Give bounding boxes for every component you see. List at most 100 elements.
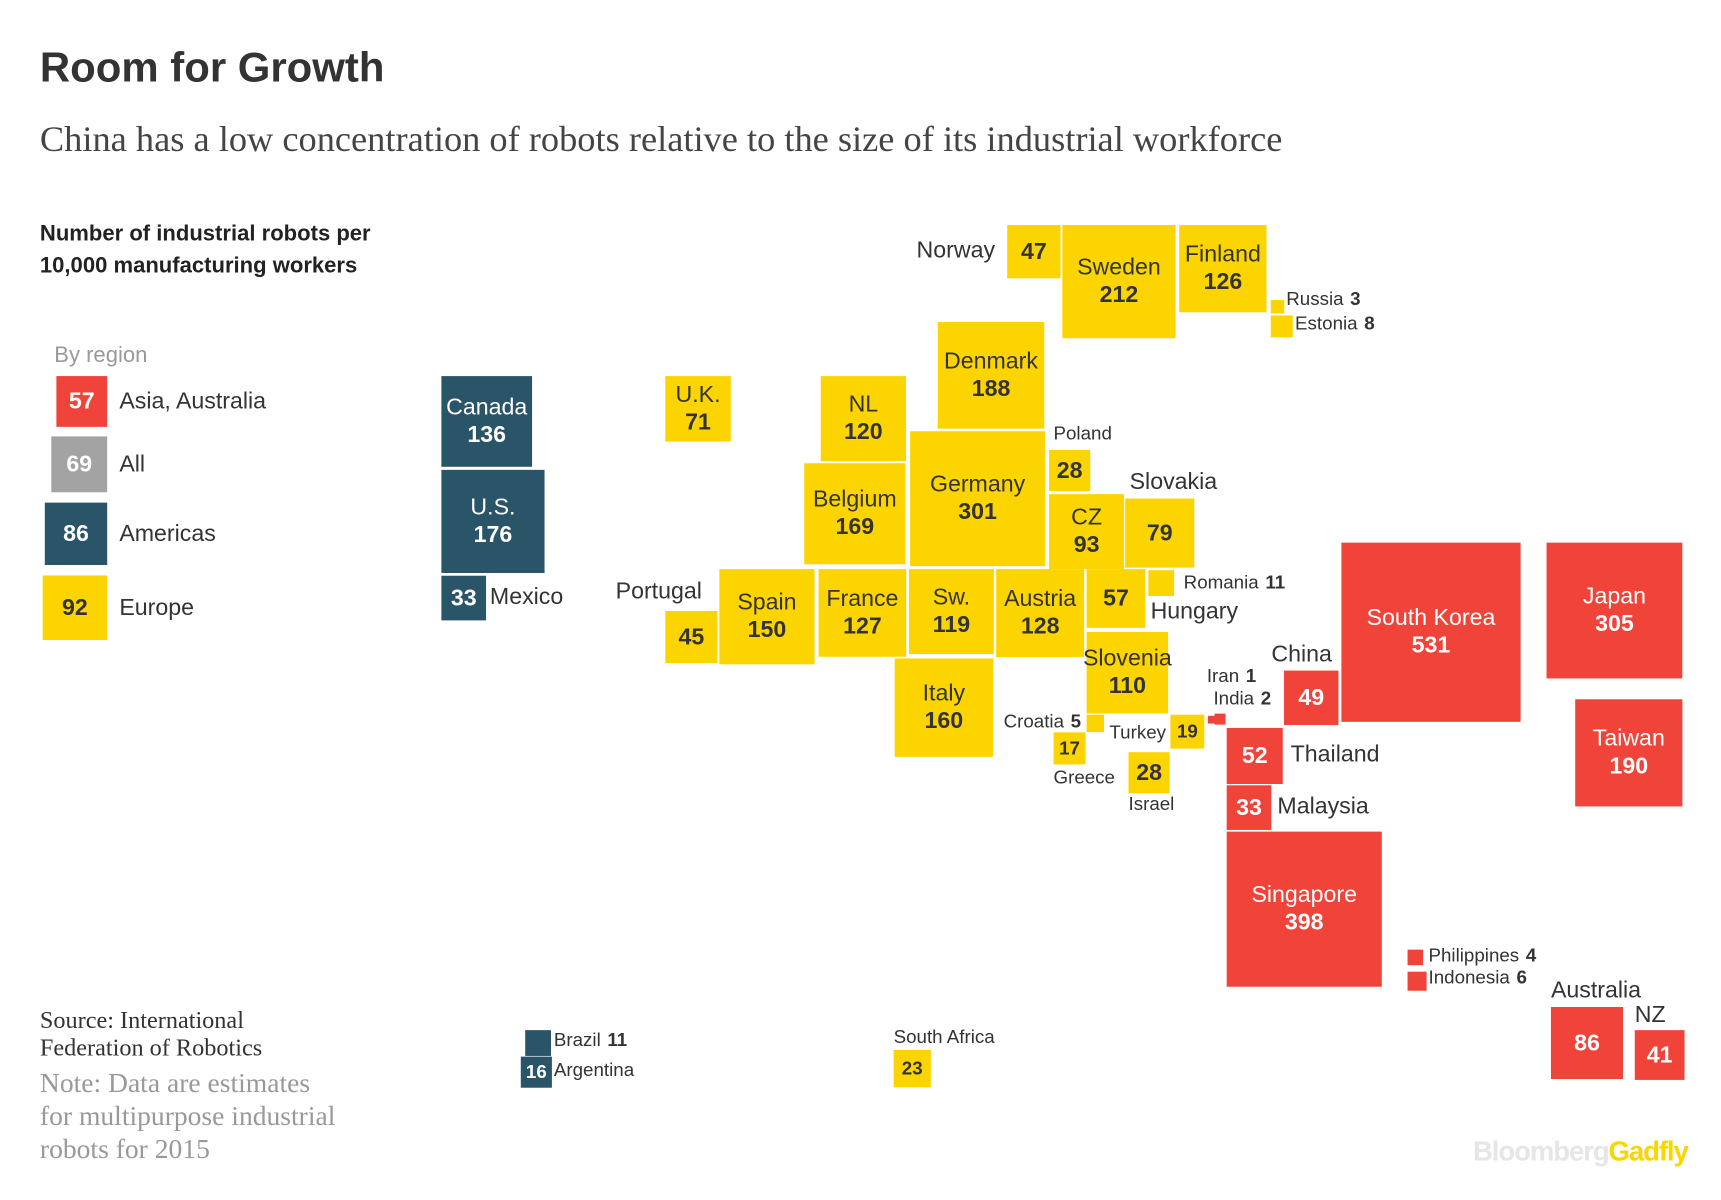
source: Federation of Robotics xyxy=(40,1035,262,1062)
country-square xyxy=(910,431,1046,567)
country-name: Estonia xyxy=(1295,312,1358,333)
country-name: Italy xyxy=(923,680,966,706)
country-square xyxy=(1550,1006,1624,1080)
country-value: 28 xyxy=(1136,759,1162,785)
country-name: Hungary xyxy=(1151,597,1239,623)
country-value: 71 xyxy=(685,408,711,434)
country-name: Poland xyxy=(1054,423,1112,444)
country-value: 6 xyxy=(1516,966,1526,987)
country-value: 176 xyxy=(474,521,513,547)
country-name: Taiwan xyxy=(1593,725,1665,751)
country-name: U.S. xyxy=(470,493,515,519)
legend-value: 69 xyxy=(66,451,92,477)
country-name: Iran xyxy=(1207,665,1239,686)
country-square xyxy=(1170,714,1205,749)
legend-label: Americas xyxy=(119,520,216,546)
country-value: 19 xyxy=(1177,721,1198,742)
country-square xyxy=(820,376,906,462)
country-name: Norway xyxy=(917,237,996,263)
country-value: 127 xyxy=(843,612,882,638)
legend-label: Europe xyxy=(119,594,194,620)
country-square xyxy=(937,322,1045,429)
country-square xyxy=(1049,450,1091,492)
country-value: 169 xyxy=(835,513,874,539)
country-value: 57 xyxy=(1103,585,1129,611)
country-value: 93 xyxy=(1074,531,1100,557)
country-value: 33 xyxy=(1236,794,1262,820)
country-tag: Estonia 8 xyxy=(1295,312,1375,333)
country-square xyxy=(1634,1030,1685,1080)
country-square xyxy=(1546,542,1683,679)
country-name: Sweden xyxy=(1077,253,1161,279)
chart-subtitle: China has a low concentration of robots … xyxy=(40,119,1282,159)
legend-label: Asia, Australia xyxy=(119,388,266,414)
country-value: 119 xyxy=(933,611,970,637)
country-name: Turkey xyxy=(1109,721,1166,742)
country-name: Slovakia xyxy=(1130,468,1218,494)
country-square xyxy=(1284,670,1339,726)
measure-label: 10,000 manufacturing workers xyxy=(40,252,357,277)
country-square xyxy=(1407,971,1427,991)
country-value: 212 xyxy=(1100,281,1139,307)
logo-product: Gadfly xyxy=(1609,1136,1690,1167)
country-name: Mexico xyxy=(490,583,563,609)
country-value: 41 xyxy=(1647,1041,1673,1067)
country-name: Spain xyxy=(737,589,796,615)
country-tag: Philippines 4 xyxy=(1429,944,1537,965)
country-square xyxy=(894,658,994,757)
country-square xyxy=(665,611,718,664)
country-name: Croatia xyxy=(1004,710,1065,731)
country-value: 160 xyxy=(925,707,964,733)
country-square xyxy=(441,469,545,574)
country-value: 301 xyxy=(958,498,997,524)
country-value: 188 xyxy=(972,375,1011,401)
country-value: 531 xyxy=(1412,632,1451,658)
country-value: 86 xyxy=(1574,1029,1600,1055)
country-square xyxy=(1049,494,1125,570)
legend-value: 92 xyxy=(62,594,88,620)
country-value: 52 xyxy=(1242,742,1268,768)
legend-swatch xyxy=(42,575,108,640)
country-tag: Iran 1 xyxy=(1207,665,1256,686)
legend-swatch xyxy=(56,376,108,427)
country-name: Singapore xyxy=(1251,881,1357,907)
country-tag: India 2 xyxy=(1213,687,1271,708)
country-name: Malaysia xyxy=(1277,792,1368,818)
country-name: Greece xyxy=(1054,767,1116,788)
country-value: 398 xyxy=(1285,909,1324,935)
country-name: Russia xyxy=(1286,288,1344,309)
legend-title: By region xyxy=(54,342,147,367)
country-name: Canada xyxy=(446,393,527,419)
country-square xyxy=(525,1030,551,1056)
legend-swatch xyxy=(51,436,108,493)
chart-title: Room for Growth xyxy=(40,44,385,91)
country-square xyxy=(1086,714,1104,733)
country-square xyxy=(665,376,731,442)
country-square xyxy=(1207,715,1216,724)
legend-label: All xyxy=(119,451,145,477)
country-square xyxy=(909,569,994,654)
country-value: 4 xyxy=(1526,944,1537,965)
country-square xyxy=(1007,225,1061,279)
country-square xyxy=(1270,300,1285,314)
country-name: Argentina xyxy=(554,1059,635,1080)
country-name: Australia xyxy=(1551,977,1641,1003)
note: for multipurpose industrial xyxy=(40,1100,336,1131)
country-square xyxy=(804,463,906,565)
country-name: NL xyxy=(849,391,879,417)
country-name: Brazil xyxy=(554,1029,601,1050)
country-name: Thailand xyxy=(1291,741,1380,767)
country-value: 305 xyxy=(1595,610,1634,636)
country-square xyxy=(1226,727,1283,785)
country-square xyxy=(1053,732,1086,765)
country-square xyxy=(1270,315,1293,338)
country-value: 1 xyxy=(1246,665,1256,686)
country-name: NZ xyxy=(1635,1001,1666,1027)
country-square xyxy=(1407,949,1424,966)
measure-label: Number of industrial robots per xyxy=(40,220,371,245)
country-tag: Romania 11 xyxy=(1184,571,1285,592)
country-value: 136 xyxy=(467,421,506,447)
country-square xyxy=(1125,498,1195,568)
country-name: Philippines xyxy=(1429,944,1520,965)
